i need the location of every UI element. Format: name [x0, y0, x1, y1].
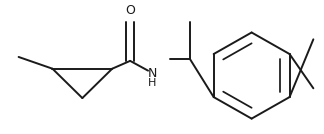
Text: O: O	[125, 4, 135, 17]
Text: H: H	[148, 78, 156, 88]
Text: N: N	[147, 67, 157, 80]
